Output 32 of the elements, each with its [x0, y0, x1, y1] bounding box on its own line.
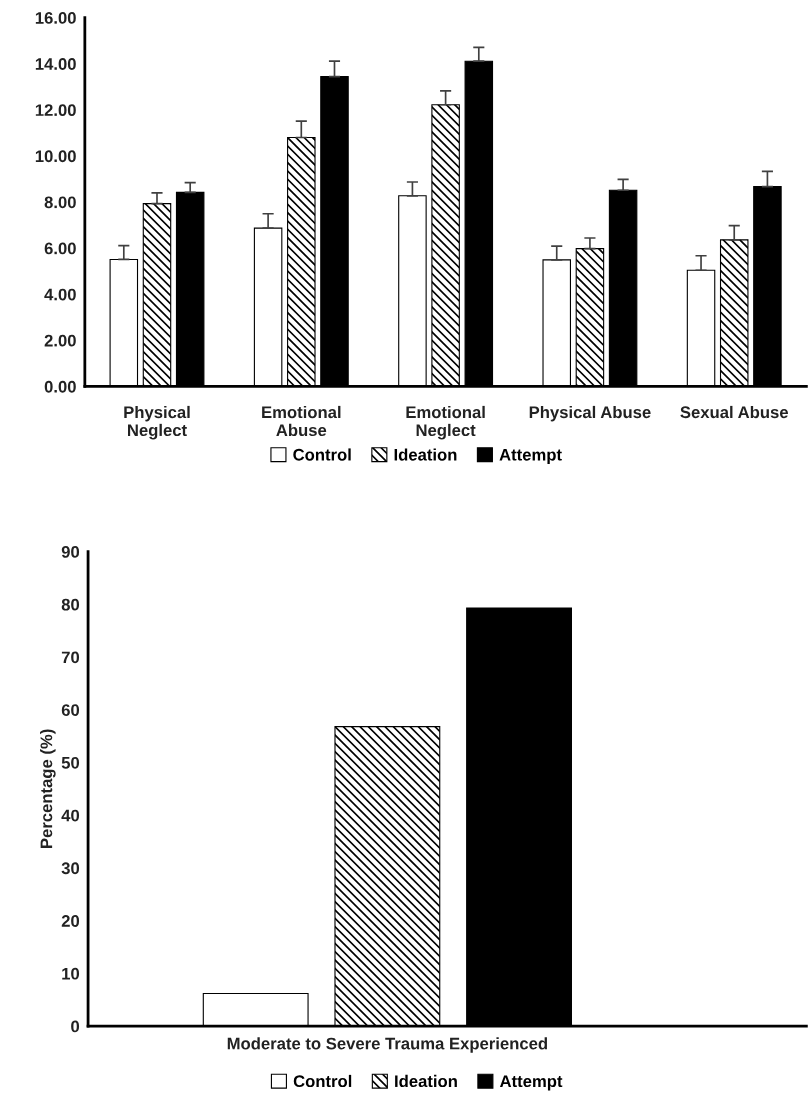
y-tick-label: 70	[61, 651, 80, 664]
x-tick-label: Sexual Abuse	[680, 405, 788, 419]
y-tick-label: 2.00	[44, 334, 76, 347]
y-tick-label: 12.00	[35, 104, 76, 117]
x-tick-label: Moderate to Severe Trauma Experienced	[227, 1037, 547, 1053]
x-tick-label: Physical Abuse	[529, 405, 651, 422]
y-tick-label: 40	[61, 809, 80, 822]
y-tick-label: 80	[61, 598, 80, 611]
x-tick-label: Physical Neglect	[124, 405, 190, 440]
legend-label: Ideation	[395, 1074, 457, 1088]
x-tick-label: Emotional Neglect	[406, 405, 485, 440]
y-tick-label: 10.00	[35, 150, 76, 163]
y-tick-label: 14.00	[35, 58, 76, 70]
y-tick-label: 20	[61, 915, 80, 927]
y-tick-label: 0	[71, 1020, 80, 1033]
x-tick-label: Emotional Abuse	[262, 405, 341, 437]
y-tick-label: 8.00	[44, 196, 76, 209]
y-tick-label: 10	[62, 967, 80, 980]
y-tick-label: 4.00	[44, 288, 76, 301]
y-tick-label: 60	[61, 704, 80, 716]
y-axis-title: Percentage (%)	[40, 729, 56, 848]
y-tick-label: 16.00	[35, 12, 76, 24]
legend-label: Control	[293, 1074, 352, 1088]
y-tick-label: 50	[61, 756, 80, 769]
y-tick-label: 6.00	[44, 242, 76, 255]
legend-label: Attempt	[499, 1075, 563, 1091]
legend-label: Attempt	[499, 449, 562, 464]
legend-label: Ideation	[394, 448, 457, 461]
y-tick-label: 0.00	[44, 380, 76, 393]
y-tick-label: 30	[61, 862, 80, 875]
y-tick-label: 90	[61, 546, 80, 558]
legend-label: Control	[293, 448, 351, 461]
